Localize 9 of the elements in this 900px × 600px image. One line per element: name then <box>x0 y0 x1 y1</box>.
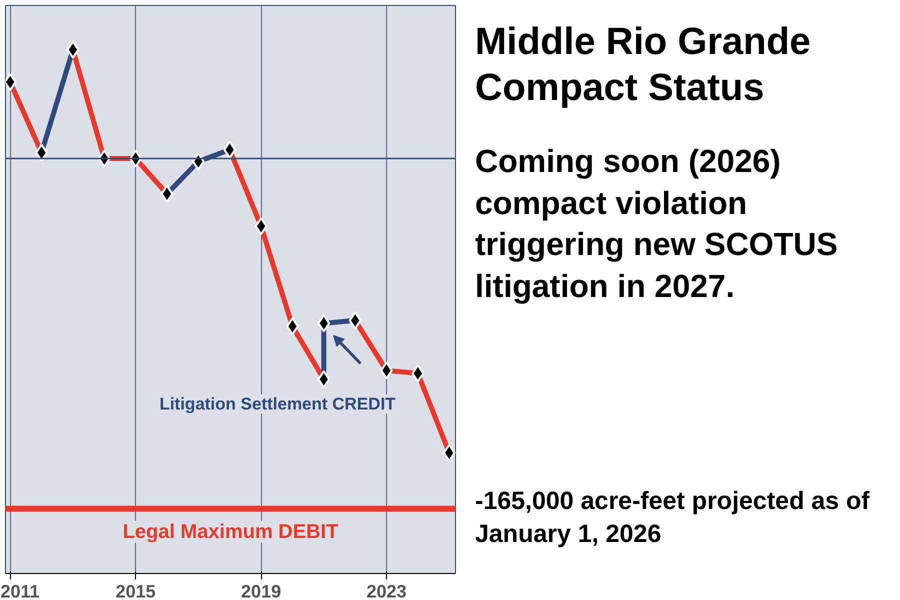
text: Middle Rio Grande Compact Status <box>475 20 812 111</box>
text: -165,000 acre-feet projected as of January 1, 2026 <box>475 486 871 550</box>
x-tick-label: 2019 <box>241 582 282 600</box>
annotation: Litigation Settlement CREDIT <box>159 394 396 414</box>
x-tick-label: 2023 <box>366 582 407 600</box>
x-tick-label: 2011 <box>0 582 40 600</box>
text: Coming soon (2026) compact violation triggering new SCOTUS litigation in 2027. <box>475 142 839 306</box>
x-tick-label: 2015 <box>116 582 156 600</box>
ref-line-label: Legal Maximum DEBIT <box>122 520 338 543</box>
